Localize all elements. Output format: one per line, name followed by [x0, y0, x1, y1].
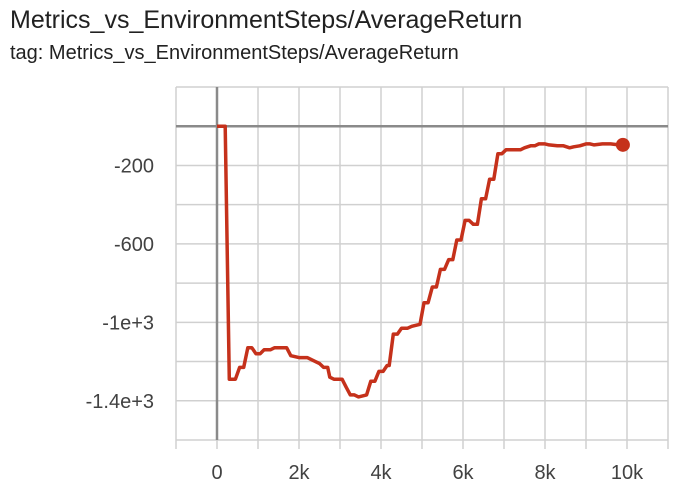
- y-tick-label: -600: [114, 234, 154, 256]
- y-tick-label: -1e+3: [102, 312, 154, 334]
- x-tick-label: 6k: [452, 462, 474, 484]
- y-tick-label: -200: [114, 155, 154, 177]
- tick-labels: 0 2k 4k 6k 8k 10k -200 -600 -1e+3 -1.4e+3: [86, 155, 645, 484]
- x-tick-label: 4k: [370, 462, 392, 484]
- series-layer: [217, 124, 630, 399]
- x-tick-label: 10k: [611, 462, 644, 484]
- last-point-marker: [615, 137, 630, 152]
- x-tick-label: 0: [211, 462, 222, 484]
- y-tick-label: -1.4e+3: [86, 391, 154, 413]
- x-tick-label: 8k: [534, 462, 556, 484]
- series-line: [217, 124, 623, 399]
- x-tick-label: 2k: [288, 462, 310, 484]
- grid: [175, 86, 669, 449]
- chart-title: Metrics_vs_EnvironmentSteps/AverageRetur…: [10, 6, 523, 34]
- axes: [176, 87, 668, 440]
- chart-subtitle: tag: Metrics_vs_EnvironmentSteps/Average…: [10, 42, 459, 64]
